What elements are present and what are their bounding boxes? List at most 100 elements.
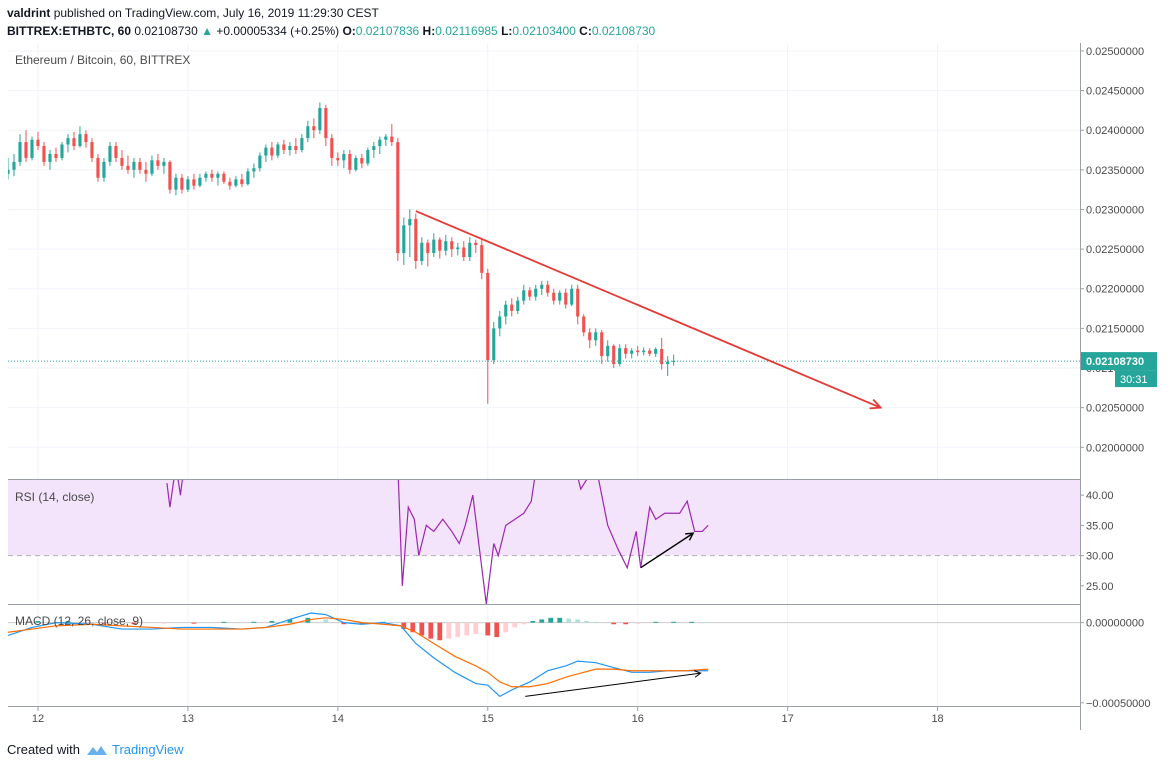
candle[interactable]	[666, 356, 670, 376]
candle[interactable]	[384, 134, 388, 147]
candle[interactable]	[606, 340, 610, 362]
candle[interactable]	[126, 155, 130, 174]
candle[interactable]	[108, 142, 112, 166]
candle[interactable]	[594, 328, 598, 346]
candle[interactable]	[120, 150, 124, 170]
candle[interactable]	[162, 157, 166, 174]
candle[interactable]	[510, 298, 514, 317]
candle[interactable]	[624, 344, 628, 359]
candle[interactable]	[264, 144, 268, 162]
candle[interactable]	[528, 287, 532, 301]
candle[interactable]	[492, 322, 496, 365]
candle[interactable]	[60, 142, 64, 161]
time-axis[interactable]: 12 13 14 15 16 17 18	[32, 706, 944, 725]
candle[interactable]	[336, 152, 340, 166]
candle[interactable]	[654, 347, 658, 357]
rsi-pane[interactable]: RSI (14, close)	[8, 435, 1080, 604]
author-name[interactable]: valdrint	[7, 6, 51, 20]
candle[interactable]	[252, 163, 256, 178]
candle[interactable]	[450, 237, 454, 258]
candle[interactable]	[144, 161, 148, 182]
candle[interactable]	[516, 296, 520, 315]
candle[interactable]	[240, 173, 244, 188]
candle[interactable]	[222, 171, 226, 185]
candle[interactable]	[522, 284, 526, 305]
candle[interactable]	[18, 134, 22, 166]
candle[interactable]	[210, 169, 214, 182]
candle[interactable]	[660, 337, 664, 370]
candle[interactable]	[66, 134, 70, 153]
candle[interactable]	[24, 130, 28, 162]
candle[interactable]	[138, 157, 142, 174]
candle[interactable]	[12, 153, 16, 177]
candle[interactable]	[312, 118, 316, 139]
candle[interactable]	[438, 237, 442, 259]
candle[interactable]	[414, 213, 418, 269]
candle[interactable]	[342, 150, 346, 169]
candle[interactable]	[576, 284, 580, 325]
candle[interactable]	[96, 153, 100, 182]
candle[interactable]	[558, 290, 562, 305]
price-pane[interactable]: Ethereum / Bitcoin, 60, BITTREX	[6, 53, 1080, 410]
candle[interactable]	[54, 147, 58, 162]
candle[interactable]	[90, 138, 94, 162]
candle[interactable]	[582, 314, 586, 337]
candle[interactable]	[306, 120, 310, 143]
candle[interactable]	[42, 142, 46, 166]
candle[interactable]	[174, 173, 178, 196]
candle[interactable]	[420, 237, 424, 265]
candle[interactable]	[348, 150, 352, 174]
candle[interactable]	[198, 173, 202, 188]
trading-chart[interactable]: Ethereum / Bitcoin, 60, BITTREX RSI (14,…	[0, 40, 1170, 740]
candle[interactable]	[354, 155, 358, 172]
candle[interactable]	[402, 217, 406, 265]
candle[interactable]	[504, 300, 508, 325]
candle[interactable]	[78, 126, 82, 148]
candle[interactable]	[270, 142, 274, 161]
candle[interactable]	[612, 344, 616, 369]
candle[interactable]	[132, 157, 136, 178]
candle[interactable]	[534, 284, 538, 301]
candle[interactable]	[570, 284, 574, 307]
candle[interactable]	[486, 268, 490, 404]
candle[interactable]	[150, 155, 154, 177]
candle[interactable]	[48, 150, 52, 170]
candle[interactable]	[168, 160, 172, 194]
candle[interactable]	[546, 280, 550, 297]
candle[interactable]	[114, 142, 118, 162]
candle[interactable]	[480, 239, 484, 280]
candle[interactable]	[180, 173, 184, 194]
trendline[interactable]	[415, 210, 881, 409]
candle[interactable]	[36, 131, 40, 151]
candle[interactable]	[444, 234, 448, 256]
candle[interactable]	[330, 134, 334, 166]
candle[interactable]	[324, 104, 328, 147]
candle[interactable]	[192, 173, 196, 190]
candle[interactable]	[462, 241, 466, 261]
candle[interactable]	[426, 239, 430, 267]
candle[interactable]	[468, 237, 472, 261]
candle[interactable]	[432, 233, 436, 258]
candle[interactable]	[216, 171, 220, 186]
candle[interactable]	[258, 152, 262, 172]
candle[interactable]	[6, 157, 10, 180]
candle[interactable]	[456, 242, 460, 256]
candle[interactable]	[84, 130, 88, 148]
candle[interactable]	[72, 131, 76, 151]
candle[interactable]	[282, 139, 286, 154]
candle[interactable]	[474, 239, 478, 254]
candle[interactable]	[102, 157, 106, 182]
candle[interactable]	[378, 136, 382, 154]
candle[interactable]	[234, 176, 238, 188]
rsi-divergence-arrow[interactable]	[640, 532, 694, 569]
candle[interactable]	[636, 345, 640, 357]
macd-divergence-arrow[interactable]	[525, 672, 701, 697]
candle[interactable]	[276, 142, 280, 158]
candle[interactable]	[30, 136, 34, 161]
price-axis[interactable]: 0.020000000.020500000.021000000.02150000…	[1080, 46, 1151, 710]
candle[interactable]	[588, 328, 592, 349]
candle[interactable]	[540, 280, 544, 296]
candle[interactable]	[300, 134, 304, 153]
candle[interactable]	[642, 347, 646, 356]
candle[interactable]	[318, 102, 322, 135]
